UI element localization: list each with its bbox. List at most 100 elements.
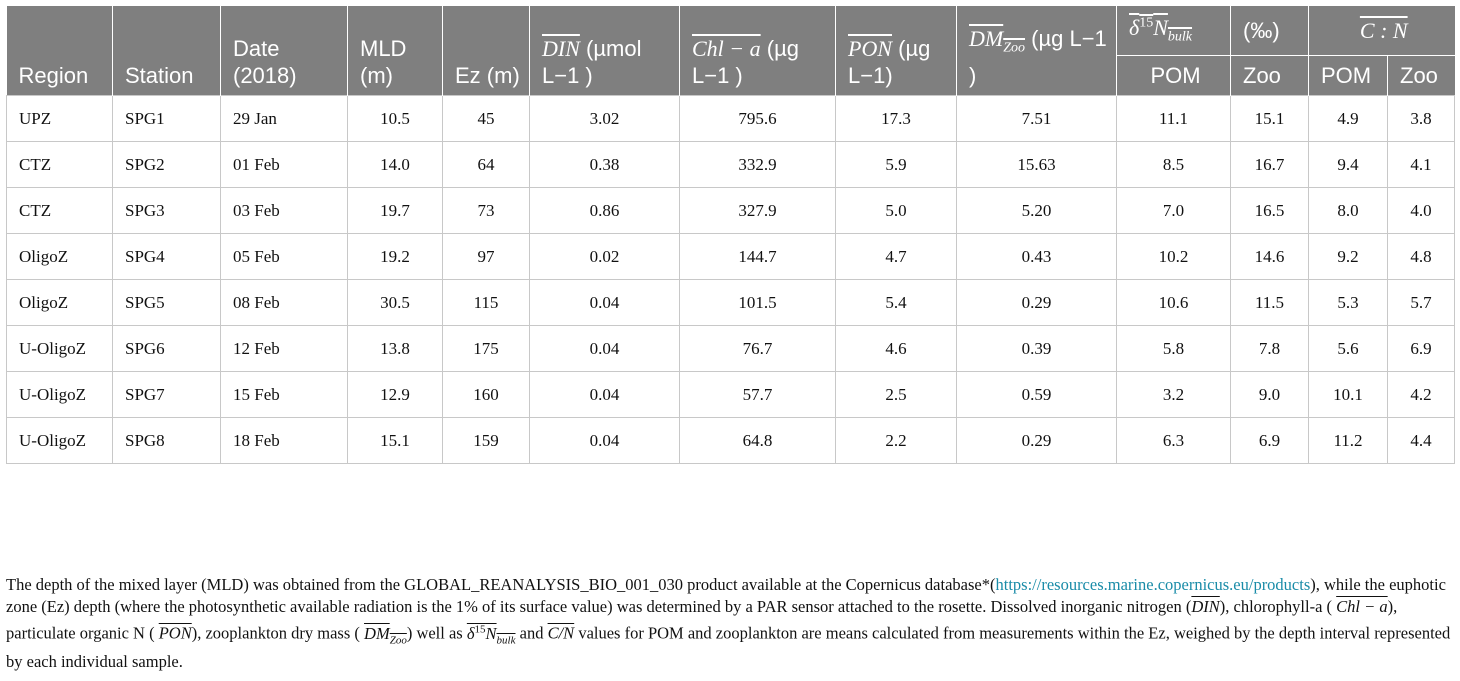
cell-dm: 15.63 — [956, 140, 1117, 188]
cell-chl: 144.7 — [679, 232, 836, 280]
cell-din: 0.04 — [529, 324, 680, 372]
cell-d15-pom: 7.0 — [1116, 186, 1231, 234]
header-delta15n: δ15Nbulk — [1116, 6, 1231, 56]
header-date: Date (2018) — [220, 6, 348, 96]
footnote-delta-sup: 15 — [474, 623, 486, 635]
cell-chl: 57.7 — [679, 370, 836, 418]
table-row: CTZ SPG2 01 Feb 14.0 64 0.38 332.9 5.9 15.63 8.5 1… — [6, 140, 1455, 188]
cell-din: 0.04 — [529, 370, 680, 418]
dm-symbol-sub: Zoo — [1003, 40, 1026, 56]
header-chl: Chl − a (µg L−1 ) — [679, 6, 836, 96]
cell-dm: 0.29 — [956, 416, 1117, 464]
cell-mld: 19.7 — [347, 186, 443, 234]
header-region: Region — [6, 6, 113, 96]
cell-din: 0.04 — [529, 416, 680, 464]
cell-pon: 5.4 — [835, 278, 957, 326]
cell-chl: 76.7 — [679, 324, 836, 372]
cell-cn-zoo: 5.7 — [1387, 278, 1455, 326]
cell-din: 0.04 — [529, 278, 680, 326]
chl-symbol: Chl − a — [692, 35, 761, 61]
cell-ez: 175 — [442, 324, 530, 372]
footnote-dm-main: DM — [364, 623, 390, 643]
cell-cn-zoo: 4.2 — [1387, 370, 1455, 418]
cell-date: 15 Feb — [220, 370, 348, 418]
footnote-delta-sub: bulk — [496, 633, 516, 646]
header-d15-pom: POM — [1116, 55, 1231, 96]
cell-chl: 64.8 — [679, 416, 836, 464]
dm-symbol-main: DM — [969, 26, 1004, 52]
cell-ez: 45 — [442, 94, 530, 142]
header-cn: C : N — [1308, 6, 1455, 56]
cell-date: 03 Feb — [220, 186, 348, 234]
cell-station: SPG6 — [112, 324, 221, 372]
footnote-dm: DMZoo — [364, 623, 407, 646]
cell-dm: 5.20 — [956, 186, 1117, 234]
header-ez: Ez (m) — [442, 6, 530, 96]
table-body: UPZ SPG1 29 Jan 10.5 45 3.02 795.6 17.3 7.51 11.1… — [6, 94, 1455, 464]
cell-d15-pom: 6.3 — [1116, 416, 1231, 464]
footnote-text-6: ) well as — [406, 623, 467, 643]
cell-cn-zoo: 4.8 — [1387, 232, 1455, 280]
copernicus-link[interactable]: https://resources.marine.copernicus.eu/p… — [995, 575, 1311, 594]
cell-cn-zoo: 4.4 — [1387, 416, 1455, 464]
header-station: Station — [112, 6, 221, 96]
cell-din: 0.86 — [529, 186, 680, 234]
cell-pon: 2.5 — [835, 370, 957, 418]
header-d15-zoo: Zoo — [1230, 55, 1309, 96]
cell-region: CTZ — [6, 186, 113, 234]
cell-pon: 17.3 — [835, 94, 957, 142]
cell-date: 29 Jan — [220, 94, 348, 142]
delta-n: N — [1153, 15, 1168, 41]
data-table-container: Region Station Date (2018) MLD (m) Ez (m… — [6, 6, 1455, 464]
cell-d15-pom: 5.8 — [1116, 324, 1231, 372]
cell-cn-zoo: 4.0 — [1387, 186, 1455, 234]
footnote-chl: Chl − a — [1336, 597, 1388, 616]
data-table: Region Station Date (2018) MLD (m) Ez (m… — [6, 6, 1455, 464]
cell-mld: 14.0 — [347, 140, 443, 188]
cell-station: SPG7 — [112, 370, 221, 418]
cell-ez: 73 — [442, 186, 530, 234]
cell-region: U-OligoZ — [6, 324, 113, 372]
cell-date: 12 Feb — [220, 324, 348, 372]
footnote-text-2: ), while the euphotic zone (Ez) depth (w… — [6, 575, 1446, 616]
cell-cn-zoo: 6.9 — [1387, 324, 1455, 372]
header-dm: DMZoo (µg L−1 ) — [956, 6, 1117, 96]
delta-symbol: δ — [1129, 15, 1140, 41]
cell-dm: 7.51 — [956, 94, 1117, 142]
cell-d15-pom: 10.6 — [1116, 278, 1231, 326]
cell-cn-pom: 9.4 — [1308, 140, 1388, 188]
cell-pon: 4.7 — [835, 232, 957, 280]
cell-dm: 0.39 — [956, 324, 1117, 372]
cn-symbol: C : N — [1359, 17, 1408, 43]
table-row: OligoZ SPG4 05 Feb 19.2 97 0.02 144.7 4.7 0.43 10… — [6, 232, 1455, 280]
cell-d15-zoo: 16.7 — [1230, 140, 1309, 188]
pon-symbol: PON — [848, 35, 892, 61]
cell-d15-zoo: 16.5 — [1230, 186, 1309, 234]
table-row: U-OligoZ SPG8 18 Feb 15.1 159 0.04 64.8 2.2 0.29… — [6, 416, 1455, 464]
dm-symbol: DMZoo — [969, 26, 1025, 55]
delta-sup: 15 — [1139, 16, 1154, 31]
cell-cn-pom: 10.1 — [1308, 370, 1388, 418]
cell-ez: 64 — [442, 140, 530, 188]
cell-pon: 2.2 — [835, 416, 957, 464]
table-footnote: The depth of the mixed layer (MLD) was o… — [6, 574, 1452, 673]
cell-dm: 0.59 — [956, 370, 1117, 418]
cell-date: 18 Feb — [220, 416, 348, 464]
header-permil: (‰) — [1230, 6, 1309, 56]
cell-region: OligoZ — [6, 278, 113, 326]
cell-cn-pom: 8.0 — [1308, 186, 1388, 234]
header-cn-pom: POM — [1308, 55, 1388, 96]
cell-dm: 0.29 — [956, 278, 1117, 326]
header-pon: PON (µg L−1) — [835, 6, 957, 96]
footnote-text-5: ), zooplankton dry mass ( — [191, 623, 365, 643]
din-unit: (µmol L−1 ) — [542, 35, 642, 88]
cell-station: SPG2 — [112, 140, 221, 188]
cell-region: CTZ — [6, 140, 113, 188]
din-symbol: DIN — [542, 35, 580, 61]
header-mld: MLD (m) — [347, 6, 443, 96]
cell-mld: 30.5 — [347, 278, 443, 326]
cell-cn-pom: 5.6 — [1308, 324, 1388, 372]
cell-cn-pom: 4.9 — [1308, 94, 1388, 142]
cell-region: OligoZ — [6, 232, 113, 280]
chl-unit: (µg L−1 ) — [692, 35, 799, 88]
